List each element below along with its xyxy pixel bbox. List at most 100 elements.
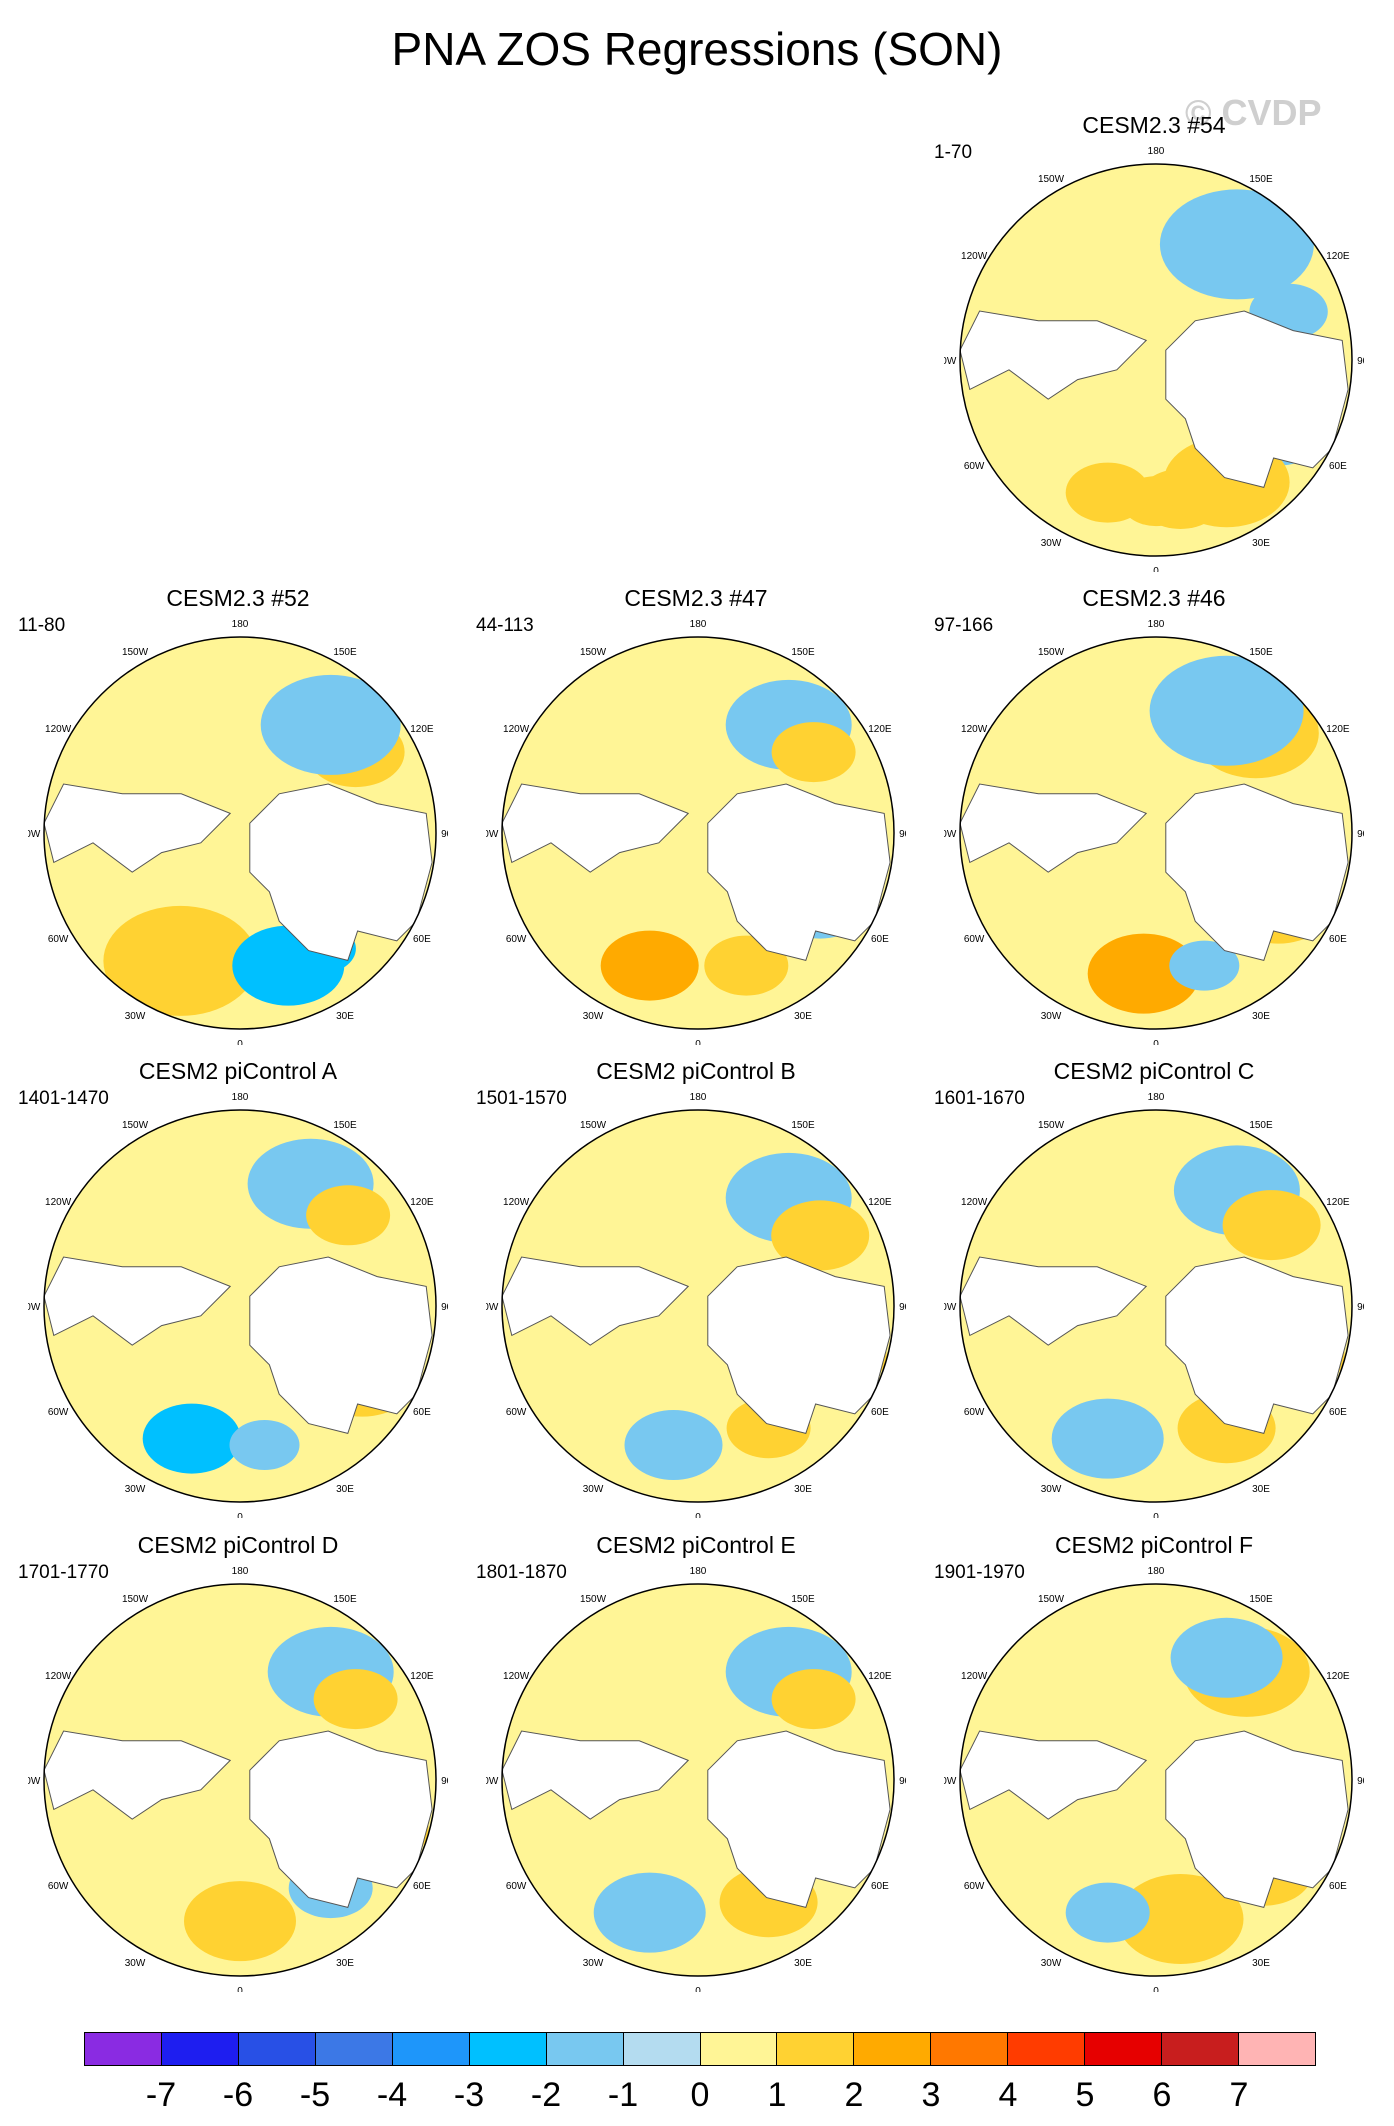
longitude-label: 90W	[944, 1302, 957, 1313]
map-border	[501, 1109, 895, 1503]
longitude-label: 150W	[580, 647, 607, 658]
longitude-label: 180	[232, 1566, 249, 1577]
map-panel: CESM2.3 #46 97-166 180 150E 120E 90E 60E 30E 0 30…	[934, 585, 1364, 1045]
map-border	[959, 1583, 1353, 1977]
longitude-label: 150E	[333, 647, 357, 658]
panel-period: 1701-1770	[18, 1562, 109, 1583]
panel-period: 1501-1570	[476, 1088, 567, 1109]
longitude-label: 180	[1148, 146, 1165, 157]
longitude-label: 150W	[1038, 1594, 1065, 1605]
longitude-label: 60W	[48, 1407, 69, 1418]
longitude-label: 180	[1148, 1566, 1165, 1577]
map-panel: CESM2 piControl F 1901-1970 180 150E 120E 90E…	[934, 1532, 1364, 1992]
longitude-label: 90E	[441, 1302, 448, 1313]
longitude-label: 30E	[794, 1958, 812, 1969]
colorbar-label: -6	[222, 2076, 254, 2114]
longitude-label: 90E	[899, 1776, 906, 1787]
longitude-label: 30E	[1252, 1011, 1270, 1022]
colorbar-box	[85, 2033, 162, 2065]
polar-map: 180 150E 120E 90E 60E 30E 0 30W 60W 90W 120W 150W	[486, 1092, 906, 1518]
land-mask	[1165, 783, 1349, 961]
longitude-label: 120E	[868, 1671, 892, 1682]
longitude-label: 120W	[961, 251, 988, 262]
longitude-label: 180	[1148, 1092, 1165, 1103]
longitude-label: 30W	[125, 1958, 146, 1969]
longitude-label: 30E	[1252, 1484, 1270, 1495]
colorbar-label: 6	[1152, 2076, 1172, 2114]
colorbar-box	[392, 2033, 470, 2065]
longitude-label: 30W	[583, 1011, 604, 1022]
longitude-label: 60W	[964, 934, 985, 945]
longitude-label: 0	[237, 1986, 243, 1992]
anomaly-patch	[771, 1669, 856, 1730]
colorbar-label: -3	[453, 2076, 485, 2114]
longitude-label: 120W	[45, 1197, 72, 1208]
map-border	[43, 636, 437, 1030]
land-mask	[960, 1256, 1148, 1346]
longitude-label: 150E	[333, 1594, 357, 1605]
longitude-label: 60E	[871, 1881, 889, 1892]
longitude-label: 90E	[899, 1302, 906, 1313]
polar-map: 180 150E 120E 90E 60E 30E 0 30W 60W 90W 120W 150W	[486, 619, 906, 1045]
panel-period: 1901-1970	[934, 1562, 1025, 1583]
land-mask	[1165, 1256, 1349, 1434]
colorbar-label: -2	[530, 2076, 562, 2114]
longitude-label: 60E	[1329, 1407, 1347, 1418]
colorbar-label: -1	[607, 2076, 639, 2114]
longitude-label: 60W	[506, 934, 527, 945]
map-panel: CESM2.3 #52 11-80 180 150E 120E 90E 60E 30E 0 30W…	[18, 585, 448, 1045]
map-border	[959, 636, 1353, 1030]
longitude-label: 90E	[899, 829, 906, 840]
longitude-label: 30E	[336, 1011, 354, 1022]
polar-map: 180 150E 120E 90E 60E 30E 0 30W 60W 90W 120W 150W	[944, 1092, 1364, 1518]
map-border	[43, 1109, 437, 1503]
panel-period: 1801-1870	[476, 1562, 567, 1583]
map-panel: CESM2 piControl D 1701-1770 180 150E 120E 90E…	[18, 1532, 448, 1992]
longitude-label: 90W	[944, 356, 957, 367]
longitude-label: 180	[232, 1092, 249, 1103]
longitude-label: 120W	[961, 1671, 988, 1682]
land-mask	[249, 1730, 433, 1908]
polar-map: 180 150E 120E 90E 60E 30E 0 30W 60W 90W 120W 150W	[28, 1092, 448, 1518]
anomaly-patch	[600, 930, 699, 1001]
anomaly-patch	[1051, 1398, 1164, 1479]
longitude-label: 60E	[413, 934, 431, 945]
longitude-label: 60W	[506, 1881, 527, 1892]
longitude-label: 90W	[28, 1776, 41, 1787]
polar-map: 180 150E 120E 90E 60E 30E 0 30W 60W 90W 120W 150W	[944, 1566, 1364, 1992]
longitude-label: 60E	[1329, 934, 1347, 945]
land-mask	[249, 783, 433, 961]
longitude-label: 90W	[28, 829, 41, 840]
anomaly-patch	[184, 1881, 296, 1962]
colorbar-label: -5	[299, 2076, 331, 2114]
land-mask	[960, 783, 1148, 873]
longitude-label: 0	[237, 1039, 243, 1045]
longitude-label: 150W	[122, 1120, 149, 1131]
anomaly-patch	[103, 905, 258, 1016]
longitude-label: 90W	[944, 1776, 957, 1787]
colorbar-box	[161, 2033, 239, 2065]
map-panel: CESM2.3 #47 44-113 180 150E 120E 90E 60E 30E 0 30…	[476, 585, 906, 1045]
colorbar-labels: -7 -6 -5 -4 -3 -2 -1 0 1 2 3 4 5 6 7	[84, 2076, 1316, 2116]
land-mask	[960, 310, 1148, 400]
anomaly-patch	[1065, 462, 1150, 523]
longitude-label: 90W	[28, 1302, 41, 1313]
longitude-label: 60W	[964, 461, 985, 472]
longitude-label: 30W	[125, 1484, 146, 1495]
longitude-label: 30W	[583, 1958, 604, 1969]
map-border	[959, 163, 1353, 557]
anomaly-patch	[229, 1420, 300, 1470]
longitude-label: 60E	[1329, 461, 1347, 472]
longitude-label: 60W	[48, 1881, 69, 1892]
land-mask	[1165, 310, 1349, 488]
polar-map: 180 150E 120E 90E 60E 30E 0 30W 60W 90W 120W 150W	[28, 619, 448, 1045]
longitude-label: 30W	[583, 1484, 604, 1495]
longitude-label: 0	[1153, 1039, 1159, 1045]
anomaly-patch	[142, 1403, 241, 1474]
longitude-label: 90E	[441, 829, 448, 840]
anomaly-patch	[1065, 1882, 1150, 1943]
anomaly-patch	[1149, 655, 1304, 766]
longitude-label: 0	[1153, 1512, 1159, 1518]
panel-period: 97-166	[934, 615, 994, 636]
colorbar-box	[931, 2033, 1009, 2065]
